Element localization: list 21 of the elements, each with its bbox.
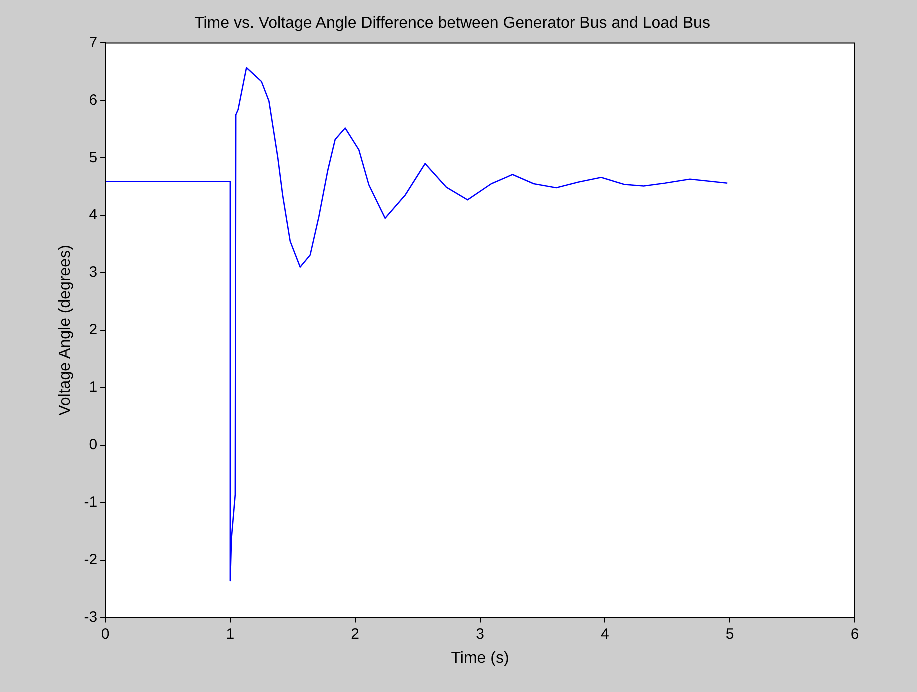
y-tick-label: 7: [89, 34, 98, 52]
y-tick-label: 3: [89, 264, 98, 282]
x-tick-label: 3: [476, 626, 484, 643]
y-axis-title: Voltage Angle (degrees): [57, 245, 74, 416]
y-tick-label: 5: [89, 149, 98, 166]
x-tick-label: 2: [351, 626, 360, 643]
y-tick-label: -1: [84, 494, 98, 512]
y-tick-label: -2: [84, 551, 98, 568]
y-tick-label: 2: [89, 322, 98, 339]
x-tick-label: 5: [726, 626, 734, 643]
y-tick-label: 4: [89, 206, 98, 224]
y-tick-label: 0: [89, 436, 98, 454]
x-tick-label: 4: [601, 626, 610, 643]
x-tick-label: 6: [850, 626, 860, 643]
x-tick-label: 0: [101, 626, 110, 643]
y-tick-label: -3: [84, 608, 98, 626]
x-axis-title: Time (s): [451, 650, 510, 667]
y-tick-label: 6: [89, 92, 98, 109]
y-tick-label: 1: [89, 379, 98, 396]
chart-title: Time vs. Voltage Angle Difference between Generator Bus and Load Bus: [194, 15, 710, 32]
x-tick-label: 1: [226, 626, 235, 643]
